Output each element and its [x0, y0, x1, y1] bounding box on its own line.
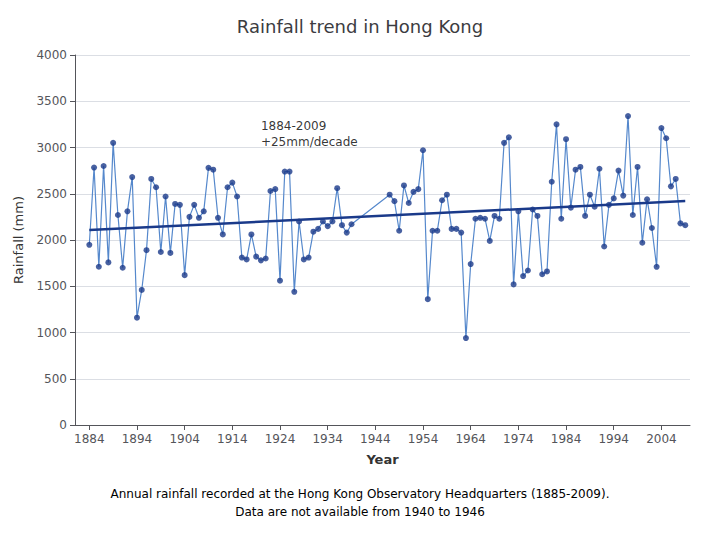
svg-text:500: 500 — [44, 372, 67, 386]
svg-text:1914: 1914 — [217, 432, 248, 446]
svg-text:1994: 1994 — [598, 432, 629, 446]
svg-text:1884: 1884 — [74, 432, 105, 446]
svg-text:1954: 1954 — [408, 432, 439, 446]
svg-text:1974: 1974 — [503, 432, 534, 446]
svg-text:1884-2009: 1884-2009 — [261, 119, 326, 133]
svg-text:1000: 1000 — [36, 326, 67, 340]
svg-text:Annual rainfall recorded at th: Annual rainfall recorded at the Hong Kon… — [111, 487, 610, 501]
svg-text:1984: 1984 — [551, 432, 582, 446]
svg-text:1964: 1964 — [455, 432, 486, 446]
svg-text:0: 0 — [59, 418, 67, 432]
svg-text:1924: 1924 — [265, 432, 296, 446]
svg-text:+25mm/decade: +25mm/decade — [261, 135, 358, 149]
svg-text:2004: 2004 — [646, 432, 677, 446]
svg-text:1500: 1500 — [36, 279, 67, 293]
svg-text:1944: 1944 — [360, 432, 391, 446]
svg-text:Rainfall (mm): Rainfall (mm) — [11, 196, 26, 284]
svg-text:Rainfall trend in Hong Kong: Rainfall trend in Hong Kong — [237, 16, 483, 37]
svg-text:2500: 2500 — [36, 187, 67, 201]
svg-text:3000: 3000 — [36, 141, 67, 155]
svg-text:Year: Year — [365, 452, 399, 467]
svg-text:2000: 2000 — [36, 233, 67, 247]
svg-text:Data are not available from 19: Data are not available from 1940 to 1946 — [235, 505, 485, 519]
svg-text:3500: 3500 — [36, 94, 67, 108]
svg-text:4000: 4000 — [36, 48, 67, 62]
svg-text:1904: 1904 — [169, 432, 200, 446]
svg-text:1894: 1894 — [122, 432, 153, 446]
svg-text:1934: 1934 — [312, 432, 343, 446]
